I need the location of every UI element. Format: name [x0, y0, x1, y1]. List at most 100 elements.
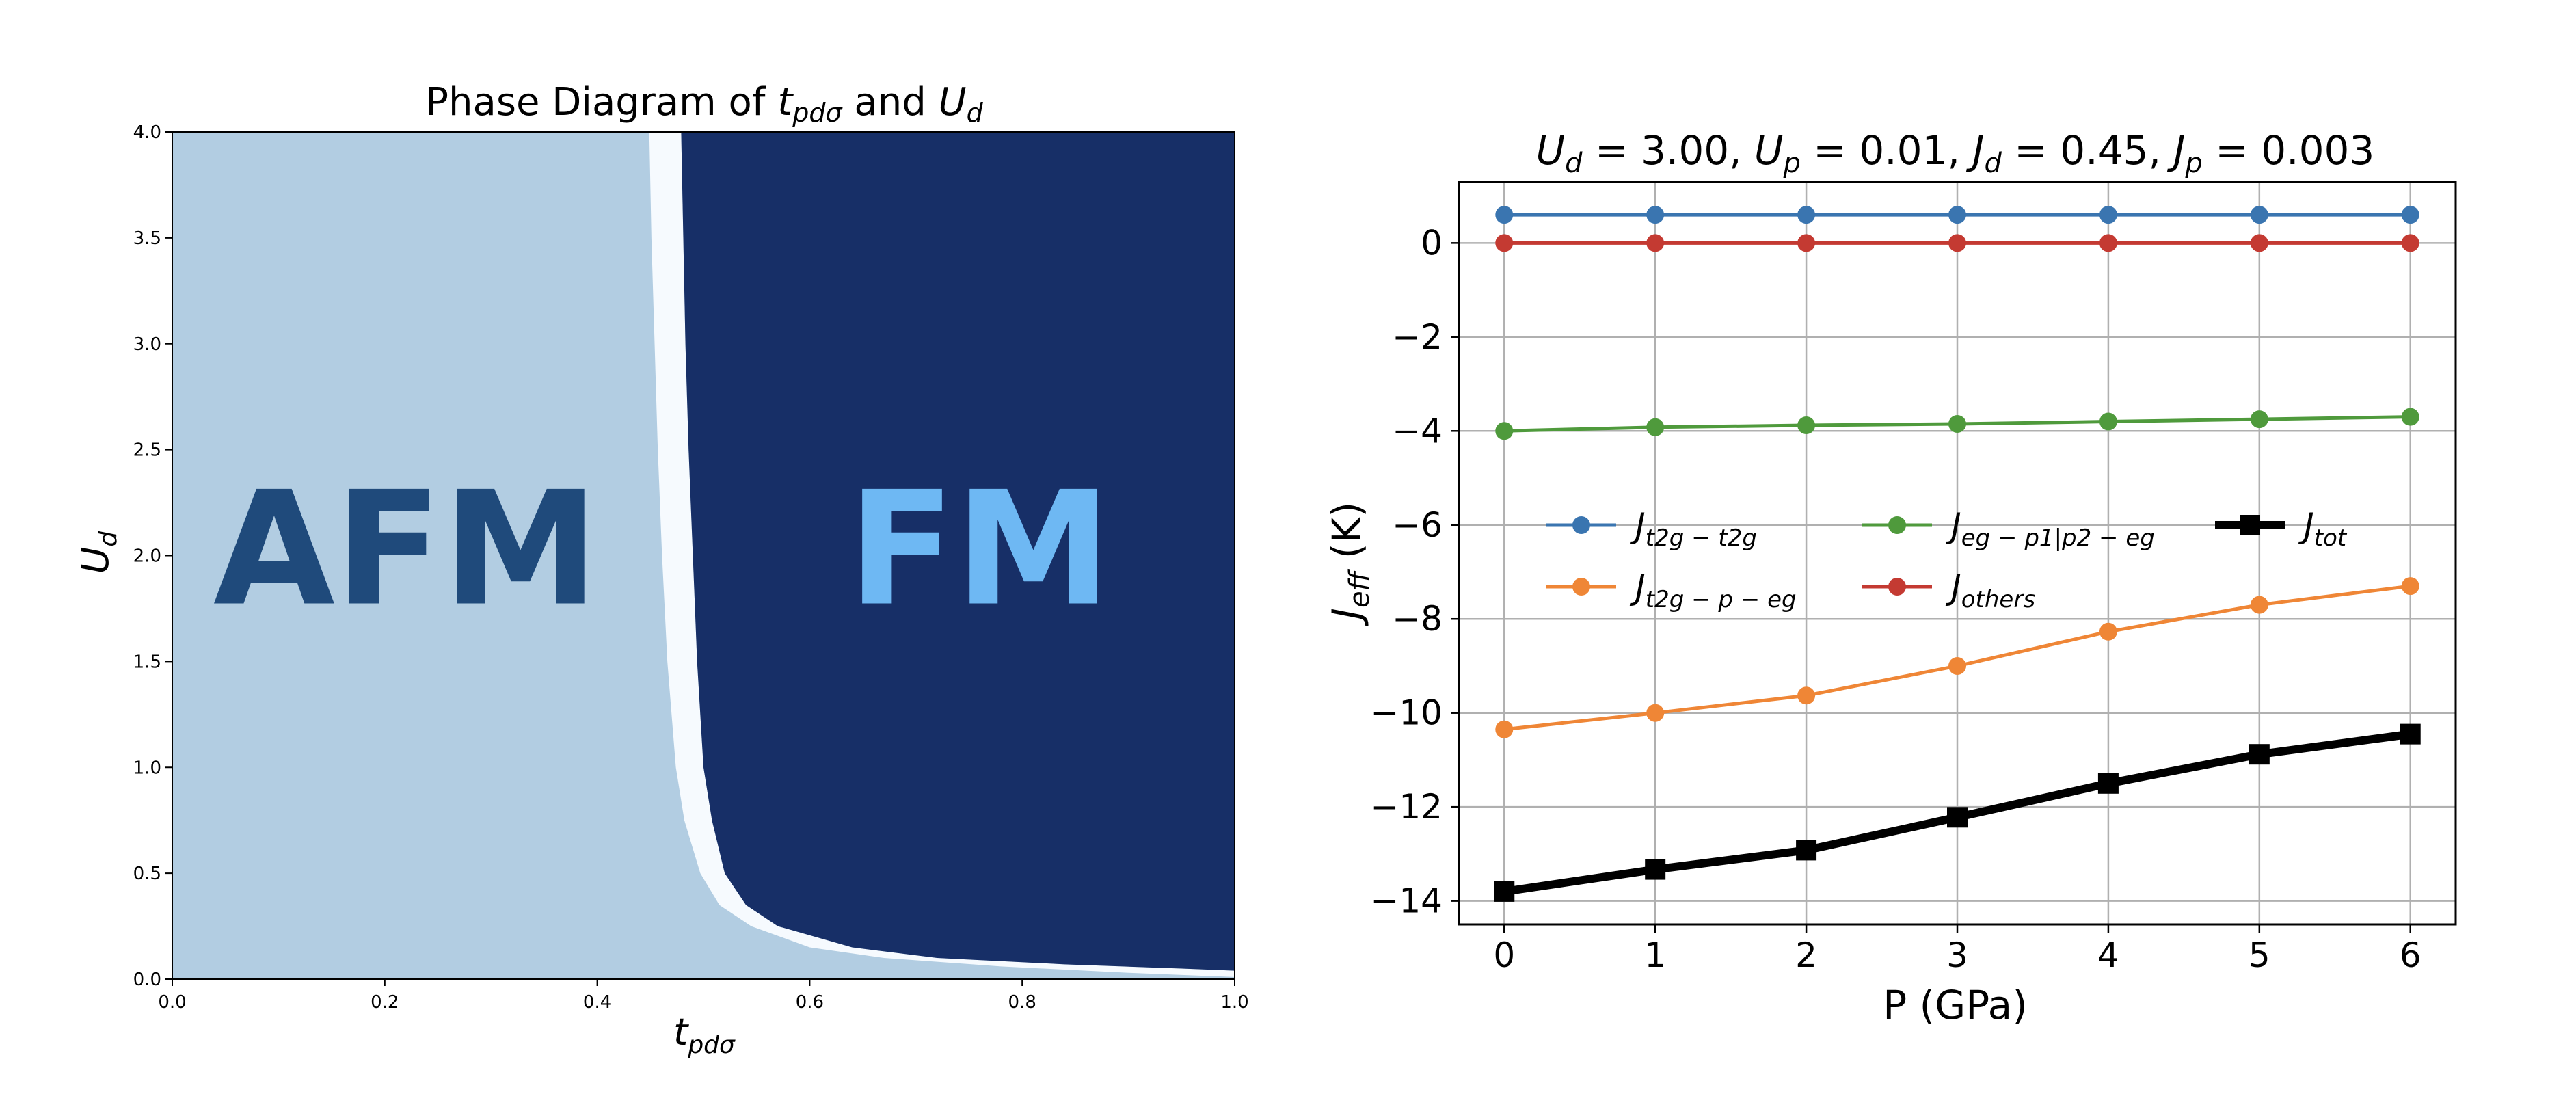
data-point — [2250, 206, 2268, 224]
y-tick-label: 0 — [1421, 223, 1443, 263]
x-tick-label: 0 — [1493, 935, 1515, 975]
data-point — [1646, 704, 1665, 722]
y-tick-label: −8 — [1392, 599, 1443, 639]
data-point — [1495, 206, 1514, 224]
text-fragment: U — [1536, 127, 1565, 174]
phase-diagram-chart: Phase Diagram of tpdσ and Ud AFM FM 0.0 0.… — [74, 80, 1249, 1059]
y-tick-label: −6 — [1392, 505, 1443, 545]
data-point — [2400, 723, 2421, 745]
data-point — [1797, 686, 1816, 705]
text-fragment: d — [94, 531, 122, 547]
x-tick-label: 0.6 — [796, 992, 824, 1013]
y-tick-label: 0.5 — [133, 864, 161, 884]
data-point — [2249, 744, 2270, 765]
x-tick-label: 0.2 — [371, 992, 399, 1013]
x-tick-label: 4 — [2097, 935, 2119, 975]
series-eg-p1-p2-eg — [1495, 408, 2419, 440]
series-t2g-p-eg — [1495, 577, 2419, 738]
legend-item: Jothers — [1862, 568, 2035, 613]
text-fragment: J — [1945, 568, 1961, 607]
legend-marker — [1572, 578, 1590, 596]
text-fragment: t2g − p − eg — [1646, 586, 1797, 613]
text-fragment: (K) — [1324, 502, 1370, 572]
data-point — [1646, 206, 1665, 224]
jeff-chart-x-axis-label: P (GPa) — [1883, 982, 2028, 1028]
legend-item: Jt2g − p − eg — [1546, 568, 1797, 613]
text-fragment: = 0.003 — [2203, 127, 2375, 174]
text-fragment: t — [777, 80, 794, 124]
text-fragment: Phase Diagram of — [425, 80, 777, 124]
legend-marker — [1888, 578, 1906, 596]
data-point — [2097, 773, 2119, 794]
text-fragment: eg − p1|p2 − eg — [1961, 524, 2155, 552]
jeff-chart-y-axis-label: Jeff (K) — [1324, 502, 1376, 626]
legend-label: Jeg − p1|p2 − eg — [1945, 506, 2155, 552]
phase-diagram-title: Phase Diagram of tpdσ and Ud — [425, 80, 983, 128]
y-tick-label: −14 — [1370, 881, 1443, 921]
data-point — [2099, 622, 2117, 641]
text-fragment: eff — [1344, 568, 1376, 608]
data-point — [2250, 234, 2268, 252]
text-fragment: p — [2184, 148, 2202, 179]
jeff-chart-title: Ud = 3.00, Up = 0.01, Jd = 0.45, Jp = 0.… — [1536, 127, 2375, 179]
y-tick-label: −12 — [1370, 787, 1443, 827]
fm-region — [681, 132, 1235, 971]
data-point — [2250, 410, 2268, 429]
data-point — [1797, 234, 1816, 252]
data-point — [2099, 234, 2117, 252]
x-tick-label: 0.8 — [1008, 992, 1036, 1013]
data-point — [1494, 881, 1515, 902]
data-point — [2401, 206, 2419, 224]
data-point — [2099, 412, 2117, 431]
y-tick-label: −10 — [1370, 693, 1443, 733]
data-point — [1495, 720, 1514, 738]
x-tick-label: 6 — [2400, 935, 2421, 975]
legend-item: Jeg − p1|p2 − eg — [1862, 506, 2155, 552]
y-tick-label: 0.0 — [133, 970, 161, 990]
jeff-chart-x-ticks: 0 1 2 3 4 5 6 — [1493, 924, 2421, 975]
y-tick-label: 4.0 — [133, 122, 161, 143]
data-point — [1796, 840, 1817, 861]
data-point — [1797, 416, 1816, 435]
text-fragment: p — [1782, 148, 1800, 179]
jeff-pressure-chart: Ud = 3.00, Up = 0.01, Jd = 0.45, Jp = 0.… — [1324, 127, 2457, 1028]
data-point — [1495, 234, 1514, 252]
data-point — [1948, 656, 1966, 675]
legend-marker — [1888, 516, 1906, 534]
x-tick-label: 1.0 — [1220, 992, 1248, 1013]
legend-label: Jt2g − p − eg — [1629, 568, 1797, 613]
afm-region-label: AFM — [213, 459, 599, 641]
text-fragment: = 0.01, — [1801, 127, 1972, 174]
text-fragment: U — [939, 80, 967, 124]
text-fragment: t2g − t2g — [1646, 524, 1757, 552]
legend-label: Jtot — [2298, 506, 2348, 552]
phase-diagram-x-axis-label: tpdσ — [673, 1011, 736, 1059]
text-fragment: others — [1961, 586, 2035, 613]
data-point — [1645, 859, 1666, 880]
data-point — [1948, 206, 1966, 224]
text-fragment: U — [74, 547, 117, 574]
series-others — [1495, 234, 2419, 252]
text-fragment: U — [1754, 127, 1783, 174]
data-point — [1948, 414, 1966, 433]
jeff-chart-series — [1494, 206, 2421, 902]
text-fragment: pdσ — [687, 1031, 736, 1059]
data-point — [2401, 234, 2419, 252]
phase-diagram-y-ticks: 0.0 0.5 1.0 1.5 2.0 2.5 3.0 3.5 4.0 — [133, 122, 172, 990]
text-fragment: d — [1565, 148, 1583, 179]
x-tick-label: 0.0 — [158, 992, 186, 1013]
legend-label: Jt2g − t2g — [1629, 506, 1757, 552]
x-tick-label: 0.4 — [583, 992, 611, 1013]
text-fragment: and — [842, 80, 939, 124]
text-fragment: = 0.45, — [2002, 127, 2173, 174]
y-tick-label: −4 — [1392, 411, 1443, 451]
y-tick-label: 1.5 — [133, 652, 161, 672]
y-tick-label: 3.5 — [133, 228, 161, 249]
text-fragment: pdσ — [792, 98, 843, 128]
fm-region-label: FM — [848, 459, 1112, 641]
data-point — [1948, 234, 1966, 252]
data-point — [2401, 577, 2419, 596]
data-point — [1495, 422, 1514, 440]
